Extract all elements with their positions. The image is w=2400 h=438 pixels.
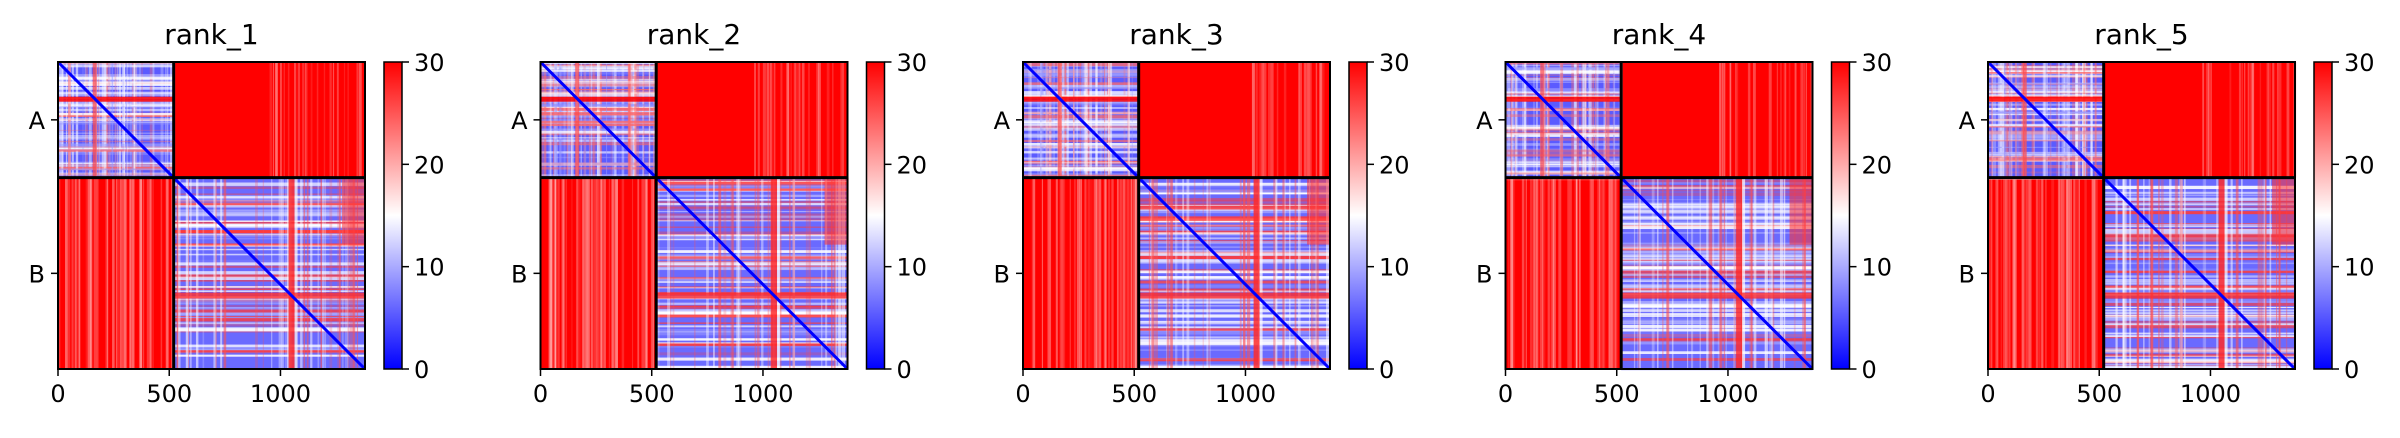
colorbar-tick-label: 30 — [2344, 49, 2375, 77]
colorbar-tick-label: 0 — [2344, 356, 2359, 384]
colorbar — [865, 61, 886, 370]
y-tick-label: B — [29, 260, 45, 288]
colorbar-tick-label: 0 — [897, 356, 912, 384]
y-tick-label: B — [1476, 260, 1492, 288]
x-tick-label: 500 — [146, 380, 192, 408]
y-tick-label: A — [1476, 107, 1493, 135]
colorbar — [383, 61, 403, 370]
x-tick-label: 0 — [533, 380, 548, 408]
heatmap-frame — [1504, 61, 1814, 370]
heatmap-frame — [1987, 61, 2296, 370]
colorbar-tick-label: 20 — [897, 151, 928, 179]
block-B-B — [2102, 176, 2297, 371]
x-tick-label: 1000 — [1697, 380, 1758, 408]
block-B-B — [1620, 176, 1814, 371]
colorbar-tick-label: 0 — [414, 356, 429, 384]
x-tick-label: 1000 — [2180, 380, 2241, 408]
block-A-B — [1988, 62, 2298, 369]
colorbar-tick-label: 10 — [2344, 254, 2375, 282]
y-tick-label: A — [994, 107, 1011, 135]
colorbar-tick-label: 20 — [414, 151, 445, 179]
y-tick-label: B — [1959, 260, 1975, 288]
colorbar-tick-label: 10 — [897, 254, 928, 282]
y-tick-label: A — [29, 107, 46, 135]
colorbar-tick-label: 10 — [414, 254, 445, 282]
panel-title: rank_3 — [1129, 18, 1223, 51]
colorbar-tick-label: 30 — [1379, 49, 1410, 77]
colorbar-tick-label: 10 — [1862, 254, 1893, 282]
x-tick-label: 1000 — [250, 380, 311, 408]
colorbar — [2313, 61, 2333, 370]
x-tick-label: 500 — [2076, 380, 2122, 408]
y-tick-label: B — [511, 260, 527, 288]
colorbar-tick-label: 30 — [897, 49, 928, 77]
panel-title: rank_1 — [164, 18, 258, 51]
x-tick-label: 1000 — [732, 380, 793, 408]
x-tick-label: 500 — [1594, 380, 1640, 408]
x-tick-label: 500 — [629, 380, 675, 408]
x-tick-label: 0 — [1980, 380, 1995, 408]
colorbar-tick-label: 20 — [1862, 151, 1893, 179]
block-A-B — [1031, 62, 1325, 369]
x-tick-label: 0 — [1498, 380, 1513, 408]
panel-1: rank_1 A B 0 500 1000 0 10 20 30 — [29, 18, 445, 408]
panel-title: rank_4 — [1612, 18, 1706, 51]
block-A-B — [548, 62, 845, 369]
block-A-A — [1504, 60, 1623, 181]
heatmap-frame — [539, 61, 849, 370]
y-tick-label: A — [511, 107, 528, 135]
block-B-B — [655, 176, 849, 371]
y-tick-label: B — [994, 260, 1010, 288]
heatmap-frame — [57, 61, 366, 370]
colorbar-tick-label: 0 — [1379, 356, 1394, 384]
panel-5: rank_5 A B 0 500 1000 0 10 20 30 — [1959, 18, 2375, 408]
block-A-A — [1986, 60, 2105, 180]
x-tick-label: 1000 — [1215, 380, 1276, 408]
panel-3: rank_3 A B 0 500 1000 0 10 20 30 — [994, 18, 1410, 408]
panel-title: rank_5 — [2094, 18, 2188, 51]
colorbar — [1348, 61, 1368, 370]
colorbar-tick-label: 0 — [1862, 356, 1877, 384]
block-A-A — [539, 60, 658, 180]
block-B-B — [1137, 176, 1332, 372]
colorbar-tick-label: 20 — [2344, 151, 2375, 179]
panel-2: rank_2 A B 0 500 1000 0 10 20 30 — [511, 18, 927, 408]
colorbar-tick-label: 30 — [414, 49, 445, 77]
x-tick-label: 500 — [1111, 380, 1157, 408]
x-tick-label: 0 — [50, 380, 65, 408]
colorbar-tick-label: 30 — [1862, 49, 1893, 77]
block-A-A — [56, 60, 176, 179]
colorbar-tick-label: 10 — [1379, 254, 1410, 282]
colorbar — [1830, 61, 1851, 370]
y-tick-label: A — [1959, 107, 1976, 135]
x-tick-label: 0 — [1015, 380, 1030, 408]
block-A-B — [1507, 62, 1813, 369]
block-B-B — [172, 176, 367, 371]
block-A-A — [1021, 60, 1140, 179]
panel-4: rank_4 A B 0 500 1000 0 10 20 30 — [1476, 18, 1892, 408]
panel-title: rank_2 — [647, 18, 741, 51]
colorbar-tick-label: 20 — [1379, 151, 1410, 179]
heatmap-frame — [1022, 61, 1331, 370]
